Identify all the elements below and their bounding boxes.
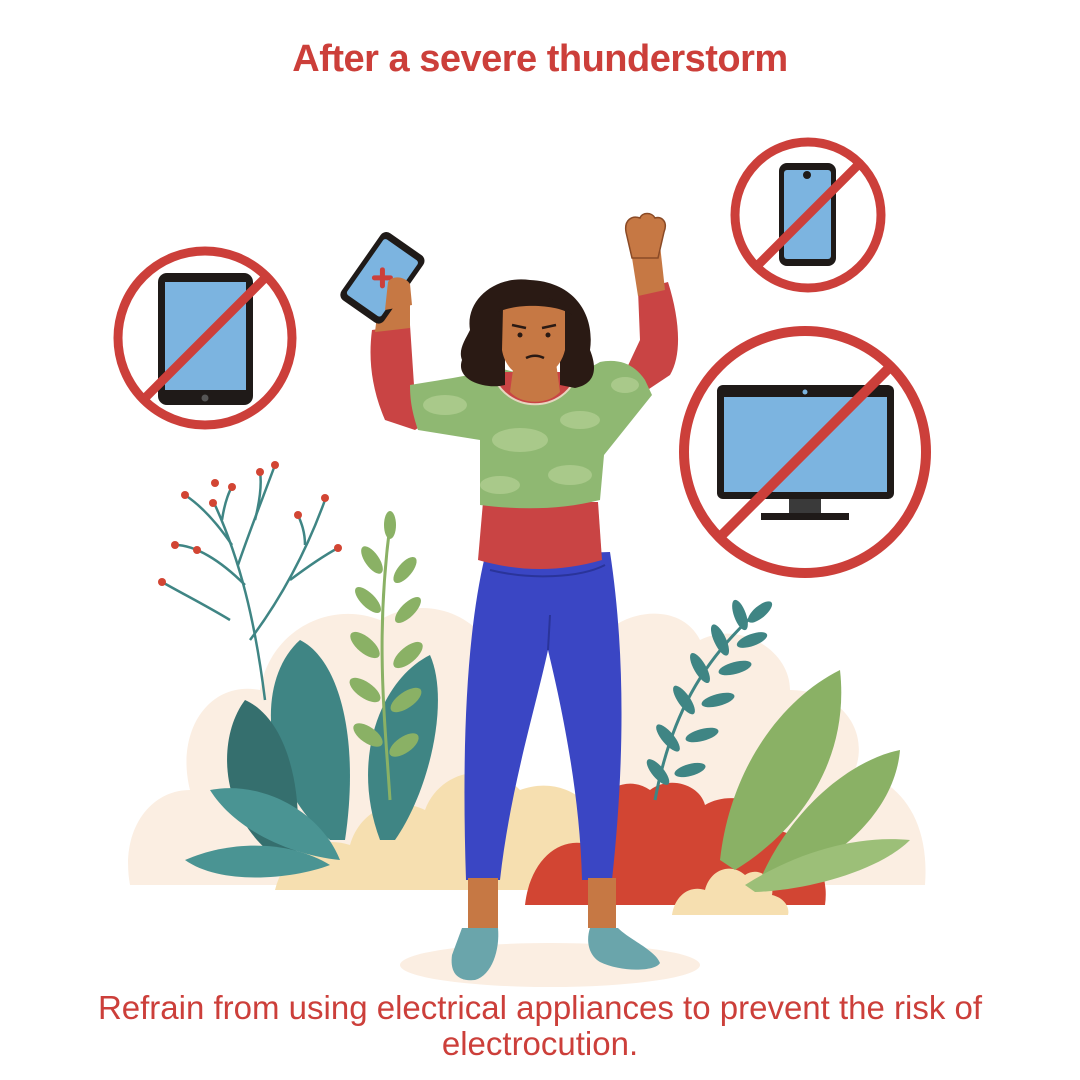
green-leaf-right <box>760 750 900 885</box>
no-monitor-icon <box>679 326 931 578</box>
woman-figure <box>340 212 700 987</box>
green-leaf-low <box>745 839 910 892</box>
cream-bush-left <box>275 772 600 890</box>
no-tablet-icon <box>113 246 297 430</box>
no-smartphone-icon <box>730 137 886 293</box>
green-fern <box>349 511 423 801</box>
caption-text: Refrain from using electrical appliances… <box>97 989 983 1062</box>
face-details <box>511 323 557 360</box>
plants-right <box>646 599 910 892</box>
undershirt <box>478 502 602 569</box>
left-hand <box>385 277 412 310</box>
teal-leaf-bottom <box>185 845 330 878</box>
broken-phone-icon <box>340 232 425 324</box>
pants <box>464 552 622 880</box>
teal-fern <box>646 599 773 801</box>
berries <box>158 461 342 586</box>
plants-left <box>158 461 438 878</box>
right-arm <box>625 282 679 395</box>
left-shoe <box>451 928 499 981</box>
right-shoe <box>588 928 660 970</box>
shirt-pattern <box>423 377 639 494</box>
green-leaf-large <box>720 670 842 870</box>
fist <box>624 212 667 259</box>
teal-leaf-lower <box>210 788 340 860</box>
page-title: After a severe thunderstorm <box>292 38 788 80</box>
face <box>502 298 565 378</box>
